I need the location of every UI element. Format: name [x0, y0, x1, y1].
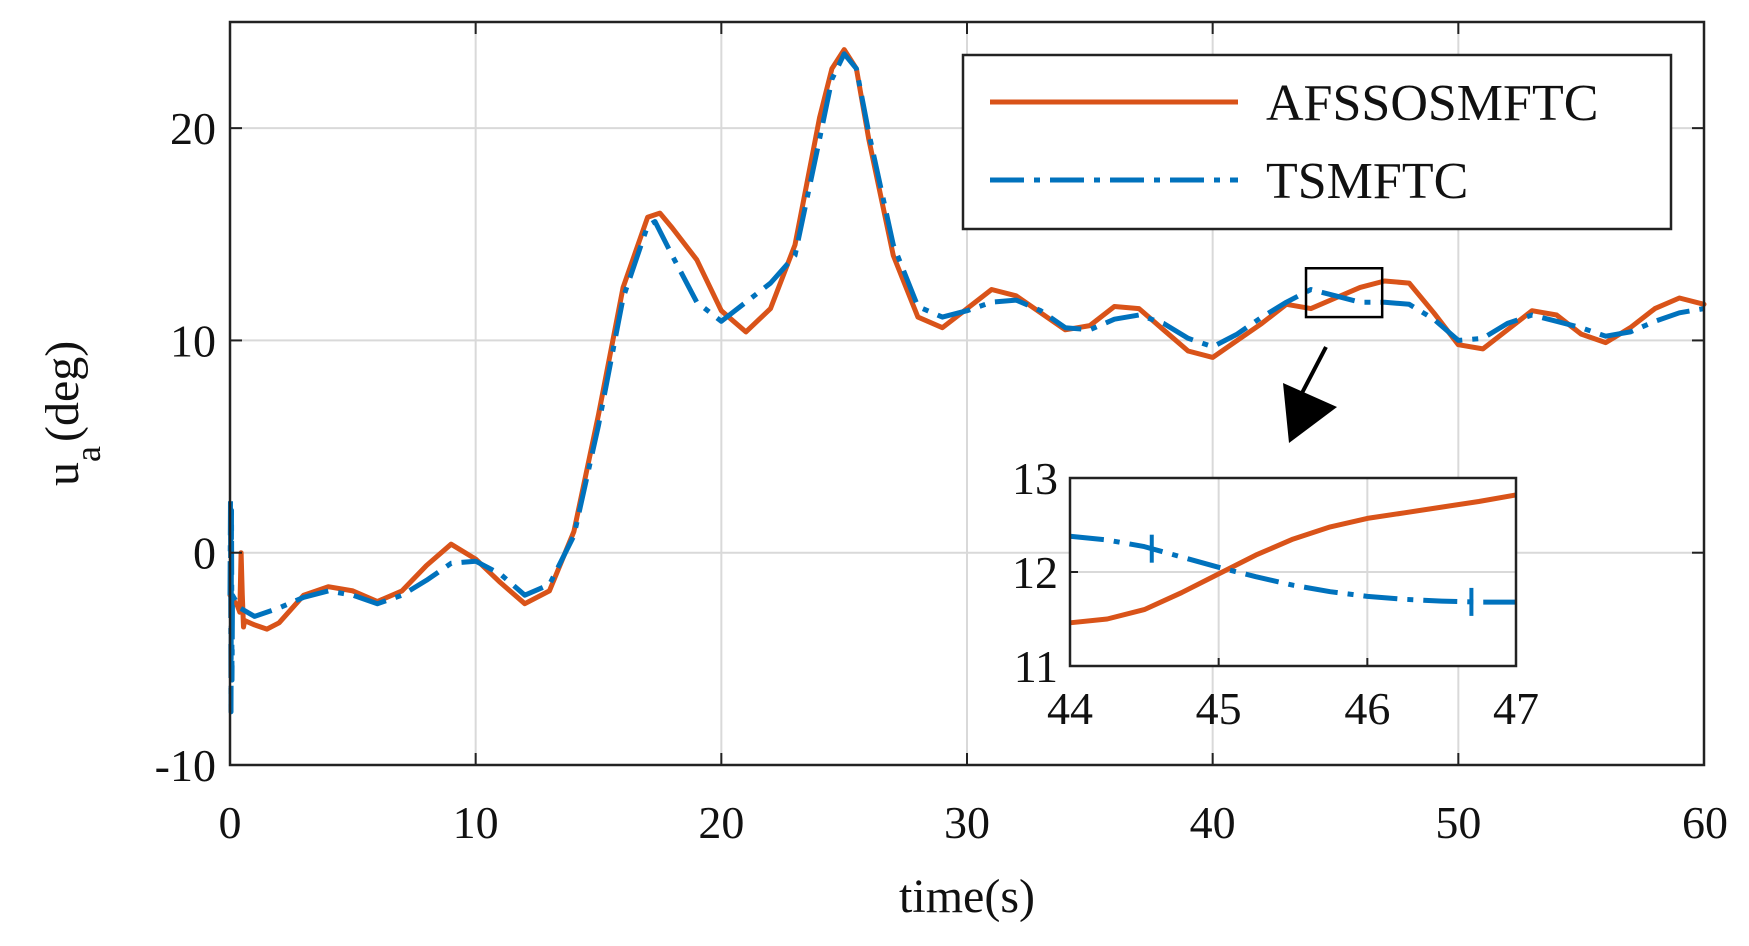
inset-tick-labels: 44 45 46 47 11 12 13 — [1012, 453, 1539, 734]
legend-label-tsmftc: TSMFTC — [1266, 153, 1468, 210]
inset-chart: 44 45 46 47 11 12 13 — [1012, 453, 1539, 734]
inset-y-tick-label: 12 — [1012, 547, 1058, 598]
inset-y-tick-label: 13 — [1012, 453, 1058, 504]
inset-ticks — [1069, 477, 1517, 667]
series-layer — [227, 47, 1707, 715]
x-tick-label: 0 — [219, 797, 242, 848]
x-tick-label: 50 — [1435, 797, 1481, 848]
y-tick-label: 20 — [170, 103, 216, 154]
inset-series-line-afssosmftc — [1069, 492, 1517, 626]
legend: AFSSOSMFTC TSMFTC — [961, 53, 1673, 231]
inset-x-tick-label: 47 — [1493, 683, 1539, 734]
y-tick-label: 10 — [170, 315, 216, 366]
y-axis-label: u a (deg) — [36, 341, 108, 486]
x-tick-label: 60 — [1682, 797, 1728, 848]
zoom-box — [1304, 267, 1384, 319]
x-tick-label: 30 — [944, 797, 990, 848]
legend-box — [961, 53, 1673, 231]
inset-y-tick-label: 11 — [1014, 641, 1058, 692]
x-tick-label: 10 — [453, 797, 499, 848]
legend-label-afssosmftc: AFSSOSMFTC — [1266, 75, 1598, 132]
y-axis-label-unit: (deg) — [36, 341, 89, 442]
y-axis-label-subscript: a — [68, 446, 108, 462]
x-tick-label: 20 — [698, 797, 744, 848]
zoom-arrow — [1283, 346, 1337, 443]
y-axis-label-main: u — [36, 462, 89, 486]
x-axis-label: time(s) — [899, 870, 1035, 923]
inset-x-tick-label: 46 — [1344, 683, 1390, 734]
x-tick-label: 40 — [1190, 797, 1236, 848]
y-tick-label: -10 — [155, 740, 216, 791]
inset-series-line-tsmftc — [1069, 533, 1516, 605]
series-line-tsmftc — [227, 51, 1705, 715]
inset-x-tick-label: 45 — [1196, 683, 1242, 734]
inset-x-tick-label: 44 — [1047, 683, 1093, 734]
inset-series-layer — [1069, 492, 1517, 626]
ticks — [229, 22, 1705, 766]
zoom-arrow-head — [1283, 383, 1337, 443]
zoom-box-rect — [1304, 267, 1384, 319]
y-tick-label: 0 — [193, 528, 216, 579]
